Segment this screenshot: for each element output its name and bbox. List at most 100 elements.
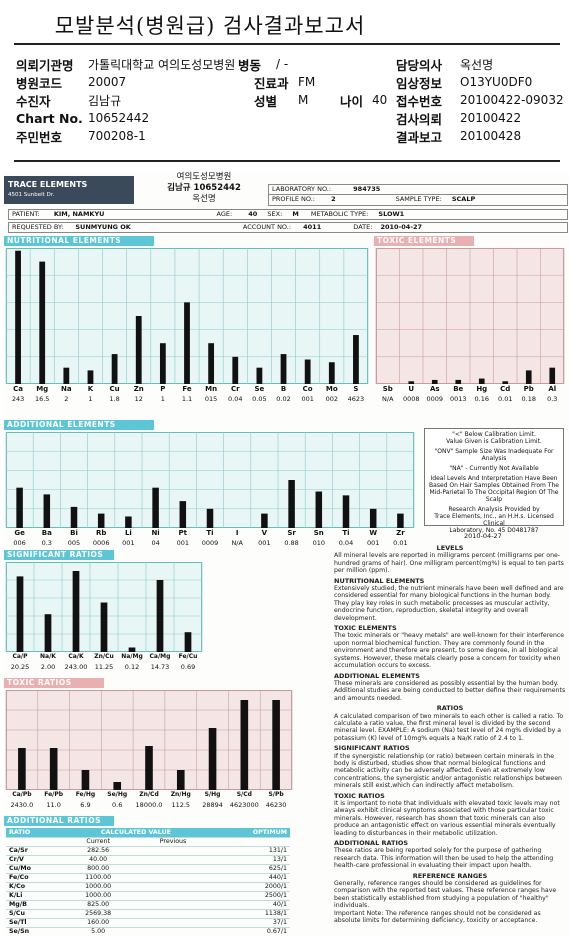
bar-label: B	[280, 385, 287, 393]
bar-label: Pt	[178, 529, 188, 537]
bar-Ca/Pb	[18, 748, 26, 790]
bar-label: Fe	[182, 385, 192, 393]
bar-chart	[5, 562, 203, 652]
bar-Fe/Hg	[81, 770, 90, 790]
value: 20100428	[460, 129, 522, 143]
toxic-ratios: TOXIC RATIOS Ca/Pb 2430.0 Fe/Pb 11.0 Fe/Hg 6.…	[4, 678, 294, 814]
bar-label: Pb	[523, 385, 534, 393]
text-heading: REFERENCE RANGES	[412, 871, 488, 880]
bar-label: Hg	[476, 385, 488, 393]
table-cell: Se/Tl	[6, 918, 62, 928]
patient-ko: 김남규 10652442	[167, 183, 241, 193]
legend-line: Research Analysis Provided by	[448, 506, 540, 513]
bar-label: K	[87, 385, 94, 393]
significant-ratios: SIGNIFICANT RATIOS Ca/P 20.25 Na/K 2.00 Ca/K…	[4, 550, 204, 674]
bar-value: 243	[11, 395, 25, 403]
text-body: The toxic minerals or "heavy metals" are…	[334, 632, 565, 670]
section-title: TOXIC RATIOS	[4, 678, 104, 688]
bar-label: Ge	[14, 529, 25, 537]
bar-S/Cd	[240, 700, 249, 790]
patient-header: 의뢰기관명 가톨릭대학교 여의도성모병원 병동 / - 담당의사 옥선명 병원코…	[16, 55, 564, 145]
lab-logo: TRACE ELEMENTS 4501 Sunbelt Dr.	[4, 176, 134, 204]
bar-value: 001	[301, 395, 314, 403]
bar-label: Mo	[325, 385, 338, 393]
bar-Na/Mg	[128, 647, 136, 652]
value: 10652442	[88, 111, 150, 125]
bar-value: N/A	[231, 539, 243, 547]
bar-value: 1.8	[109, 395, 120, 403]
bar-Zn/Hg	[176, 770, 185, 790]
additional-elements: ADDITIONAL ELEMENTS Ge 006 Ba 0.3 Bi 005 Rb 000…	[4, 420, 416, 550]
bar-value: 0.01	[393, 539, 408, 547]
bar-label: Ti	[342, 529, 350, 537]
bar-Na/K	[44, 614, 52, 652]
side-date: 2010-04-27	[464, 532, 502, 540]
bar-Ge	[16, 487, 23, 528]
header-row-4: Chart No. 10652442 검사의뢰 20100422	[16, 109, 564, 127]
bar-label: S	[353, 385, 359, 393]
bar-Hg	[478, 378, 485, 384]
table-cell	[135, 891, 211, 901]
sex-label: SEX:	[267, 210, 283, 218]
profile: 2	[331, 195, 336, 203]
bar-value: 002	[325, 395, 338, 403]
table-cell: K/Co	[6, 882, 62, 892]
bar-value: 0.12	[124, 663, 140, 671]
req: SUNMYUNG OK	[75, 223, 131, 231]
bar-U	[408, 381, 415, 384]
bar-chart	[5, 432, 415, 528]
bar-label: Zn	[133, 385, 144, 393]
value: 김남규	[88, 93, 122, 108]
bar-Se	[256, 367, 263, 384]
bar-value: 0.69	[180, 663, 196, 671]
bar-label: S/Hg	[204, 791, 221, 798]
nutritional-elements: NUTRITIONAL ELEMENTS Ca 243 Mg 16.5 Na 2 K 1 Cu 1…	[4, 236, 370, 408]
patient-label: PATIENT:	[12, 210, 40, 218]
bar-label: Se/Hg	[107, 791, 128, 798]
sex: M	[292, 210, 299, 218]
bar-label: Li	[124, 529, 132, 537]
divider	[14, 43, 560, 45]
table-cell	[135, 900, 211, 910]
bar-value: 0.05	[252, 395, 267, 403]
table-cell: 37/1	[210, 918, 290, 928]
bar-Mo	[328, 362, 335, 384]
acct-label: ACCOUNT NO.:	[242, 223, 292, 231]
bar-label: Cr	[230, 385, 240, 393]
bar-value: 2430.0	[10, 801, 34, 809]
bar-label: Be	[453, 385, 464, 393]
table-cell: Fe/Co	[6, 873, 62, 883]
table-cell: Cu/Mo	[6, 864, 62, 874]
bar-label: Fe/Cu	[178, 653, 198, 660]
bar-value: 0.88	[284, 539, 299, 547]
bar-label: Sn	[313, 529, 324, 537]
bar-label: Zn/Cu	[94, 653, 114, 660]
bar-Bi	[70, 506, 78, 528]
section-title: TOXIC ELEMENTS	[374, 236, 474, 246]
report-request-row: REQUESTED BY: SUNMYUNG OK ACCOUNT NO.: 4…	[8, 222, 568, 233]
label: 의뢰기관명	[16, 57, 74, 73]
header-row-1: 의뢰기관명 가톨릭대학교 여의도성모병원 병동 / - 담당의사 옥선명	[16, 55, 564, 73]
table-row: K/Li 1000.00 2500/1	[6, 891, 290, 901]
bar-value: 0.3	[41, 539, 52, 547]
date-label: DATE:	[353, 223, 373, 231]
label: 병동	[238, 57, 262, 73]
bar-label: Al	[548, 385, 557, 393]
bar-value: N/A	[382, 395, 394, 403]
bar-label: Ni	[151, 529, 160, 537]
value: 가톨릭대학교 여의도성모병원	[88, 57, 236, 72]
bar-Sn	[315, 491, 323, 528]
text-heading: TOXIC RATIOS	[334, 791, 385, 800]
value: 20100422	[460, 111, 522, 125]
bar-value: 0.6	[112, 801, 123, 809]
value: 700208-1	[88, 129, 146, 143]
bar-Zn/Cu	[100, 602, 108, 652]
text-heading: ADDITIONAL ELEMENTS	[334, 671, 420, 680]
label: 주민번호	[16, 129, 63, 145]
bar-Cd	[502, 381, 509, 384]
table-cell: 1138/1	[210, 909, 290, 919]
bar-chart	[375, 248, 565, 384]
bar-value: 0.18	[521, 395, 536, 403]
bar-Se/Hg	[113, 782, 122, 790]
hospital-name: 여의도성모병원	[176, 172, 232, 182]
